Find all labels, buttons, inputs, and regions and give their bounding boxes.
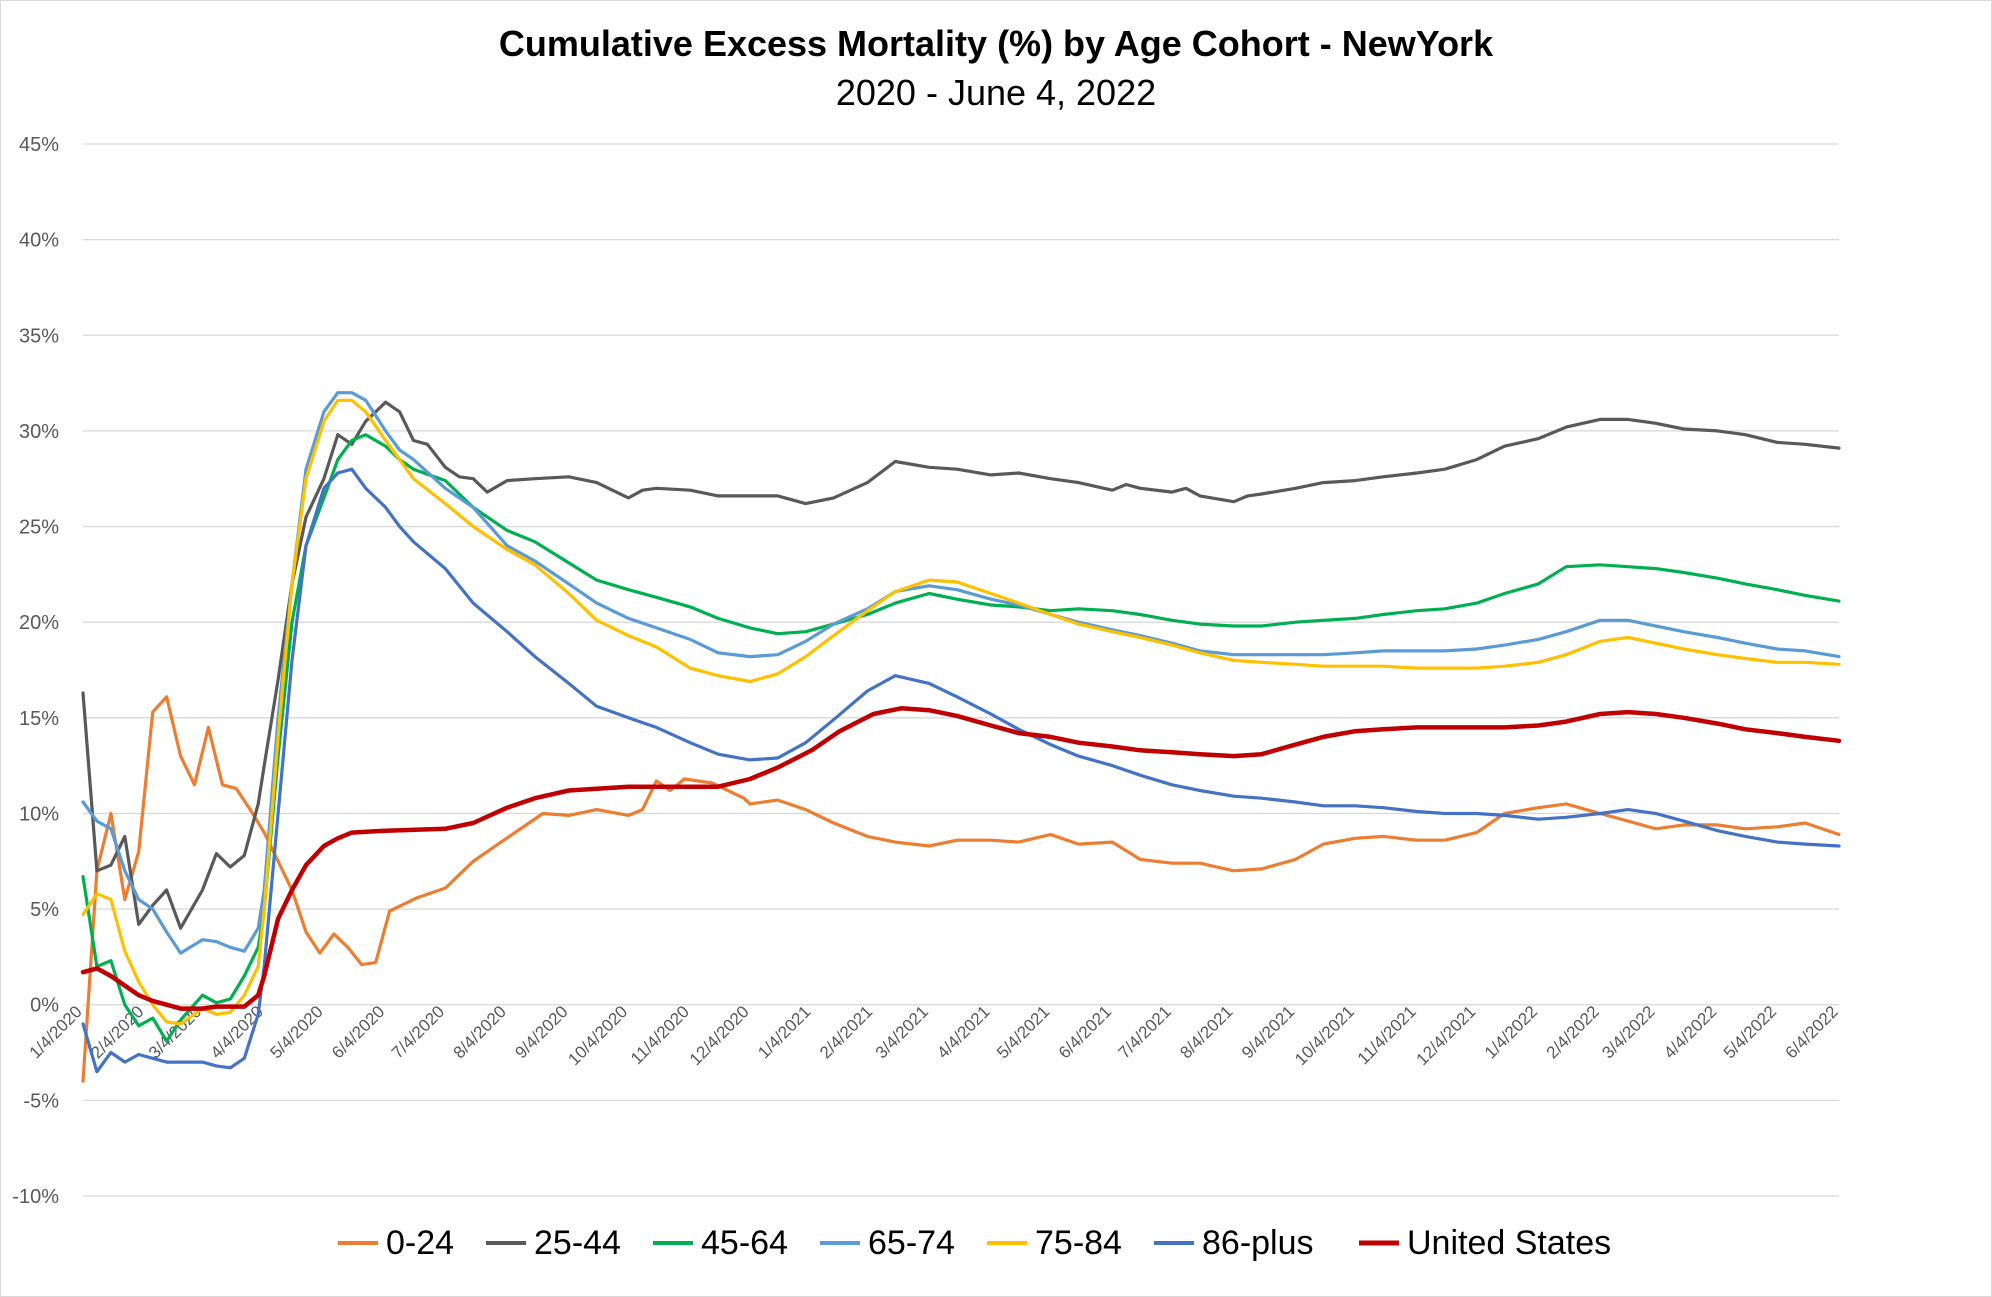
legend-label-45-64: 45-64	[701, 1224, 788, 1262]
x-tick-label: 4/4/2021	[933, 1002, 993, 1062]
x-tick-label: 6/4/2022	[1782, 1002, 1842, 1062]
x-tick-label: 3/4/2021	[872, 1002, 932, 1062]
gridlines	[83, 143, 1839, 1197]
y-tick-label: 0%	[30, 995, 59, 1017]
x-tick-label: 8/4/2020	[450, 1002, 510, 1062]
y-tick-label: 45%	[19, 134, 59, 156]
series-line-75-84	[81, 398, 1841, 1026]
y-axis-tick-labels: 45% 40% 35% 30% 25% 20% 15% 10% 5% 0% -5% -10%	[12, 134, 59, 1208]
x-tick-label: 6/4/2021	[1055, 1002, 1115, 1062]
x-tick-label: 1/4/2021	[754, 1002, 814, 1062]
x-tick-label: 6/4/2020	[328, 1002, 388, 1062]
y-tick-label: 10%	[19, 803, 59, 825]
y-tick-label: 35%	[19, 325, 59, 347]
x-tick-label: 12/4/2020	[686, 1002, 753, 1069]
series-lines	[80, 391, 1842, 1083]
series-line-25-44	[81, 400, 1841, 930]
x-tick-label: 5/4/2021	[993, 1002, 1053, 1062]
x-tick-label: 5/4/2022	[1720, 1002, 1780, 1062]
x-tick-label: 7/4/2021	[1115, 1002, 1175, 1062]
legend-label-86-plus: 86-plus	[1202, 1224, 1314, 1262]
x-tick-label: 9/4/2021	[1238, 1002, 1298, 1062]
y-tick-label: 40%	[19, 230, 59, 252]
x-tick-label: 10/4/2021	[1291, 1002, 1358, 1069]
x-tick-label: 9/4/2020	[511, 1002, 571, 1062]
y-tick-label: 30%	[19, 421, 59, 443]
chart-subtitle: 2020 - June 4, 2022	[836, 72, 1156, 113]
x-tick-label: 8/4/2021	[1176, 1002, 1236, 1062]
x-tick-label: 12/4/2021	[1413, 1002, 1480, 1069]
x-tick-label: 11/4/2020	[627, 1002, 693, 1068]
y-tick-label: 25%	[19, 517, 59, 539]
series-line-86-plus	[81, 467, 1841, 1074]
legend-label-75-84: 75-84	[1035, 1224, 1122, 1262]
y-tick-label: 15%	[19, 708, 59, 730]
legend-label-25-44: 25-44	[534, 1224, 621, 1262]
x-tick-label: 3/4/2022	[1598, 1002, 1658, 1062]
y-tick-label: 5%	[30, 899, 59, 921]
series-line-united-states	[80, 706, 1842, 1011]
y-tick-label: -10%	[12, 1186, 59, 1208]
series-line-45-64	[81, 433, 1841, 1043]
legend-label-0-24: 0-24	[386, 1224, 454, 1262]
legend-label-65-74: 65-74	[868, 1224, 955, 1262]
chart-title: Cumulative Excess Mortality (%) by Age C…	[499, 23, 1494, 64]
x-tick-label: 10/4/2020	[564, 1002, 631, 1069]
y-tick-label: -5%	[23, 1090, 59, 1112]
x-tick-label: 7/4/2020	[388, 1002, 448, 1062]
x-tick-label: 2/4/2021	[816, 1002, 876, 1062]
y-tick-label: 20%	[19, 612, 59, 634]
x-tick-label: 4/4/2022	[1660, 1002, 1720, 1062]
x-tick-label: 1/4/2022	[1481, 1002, 1541, 1062]
x-tick-label: 5/4/2020	[266, 1002, 326, 1062]
series-line-65-74	[81, 391, 1841, 955]
legend: 0-24 25-44 45-64 65-74 75-84 86-plus United St…	[338, 1224, 1611, 1262]
legend-label-united-states: United States	[1407, 1224, 1611, 1262]
x-tick-label: 2/4/2022	[1543, 1002, 1603, 1062]
x-tick-label: 11/4/2021	[1354, 1002, 1420, 1068]
